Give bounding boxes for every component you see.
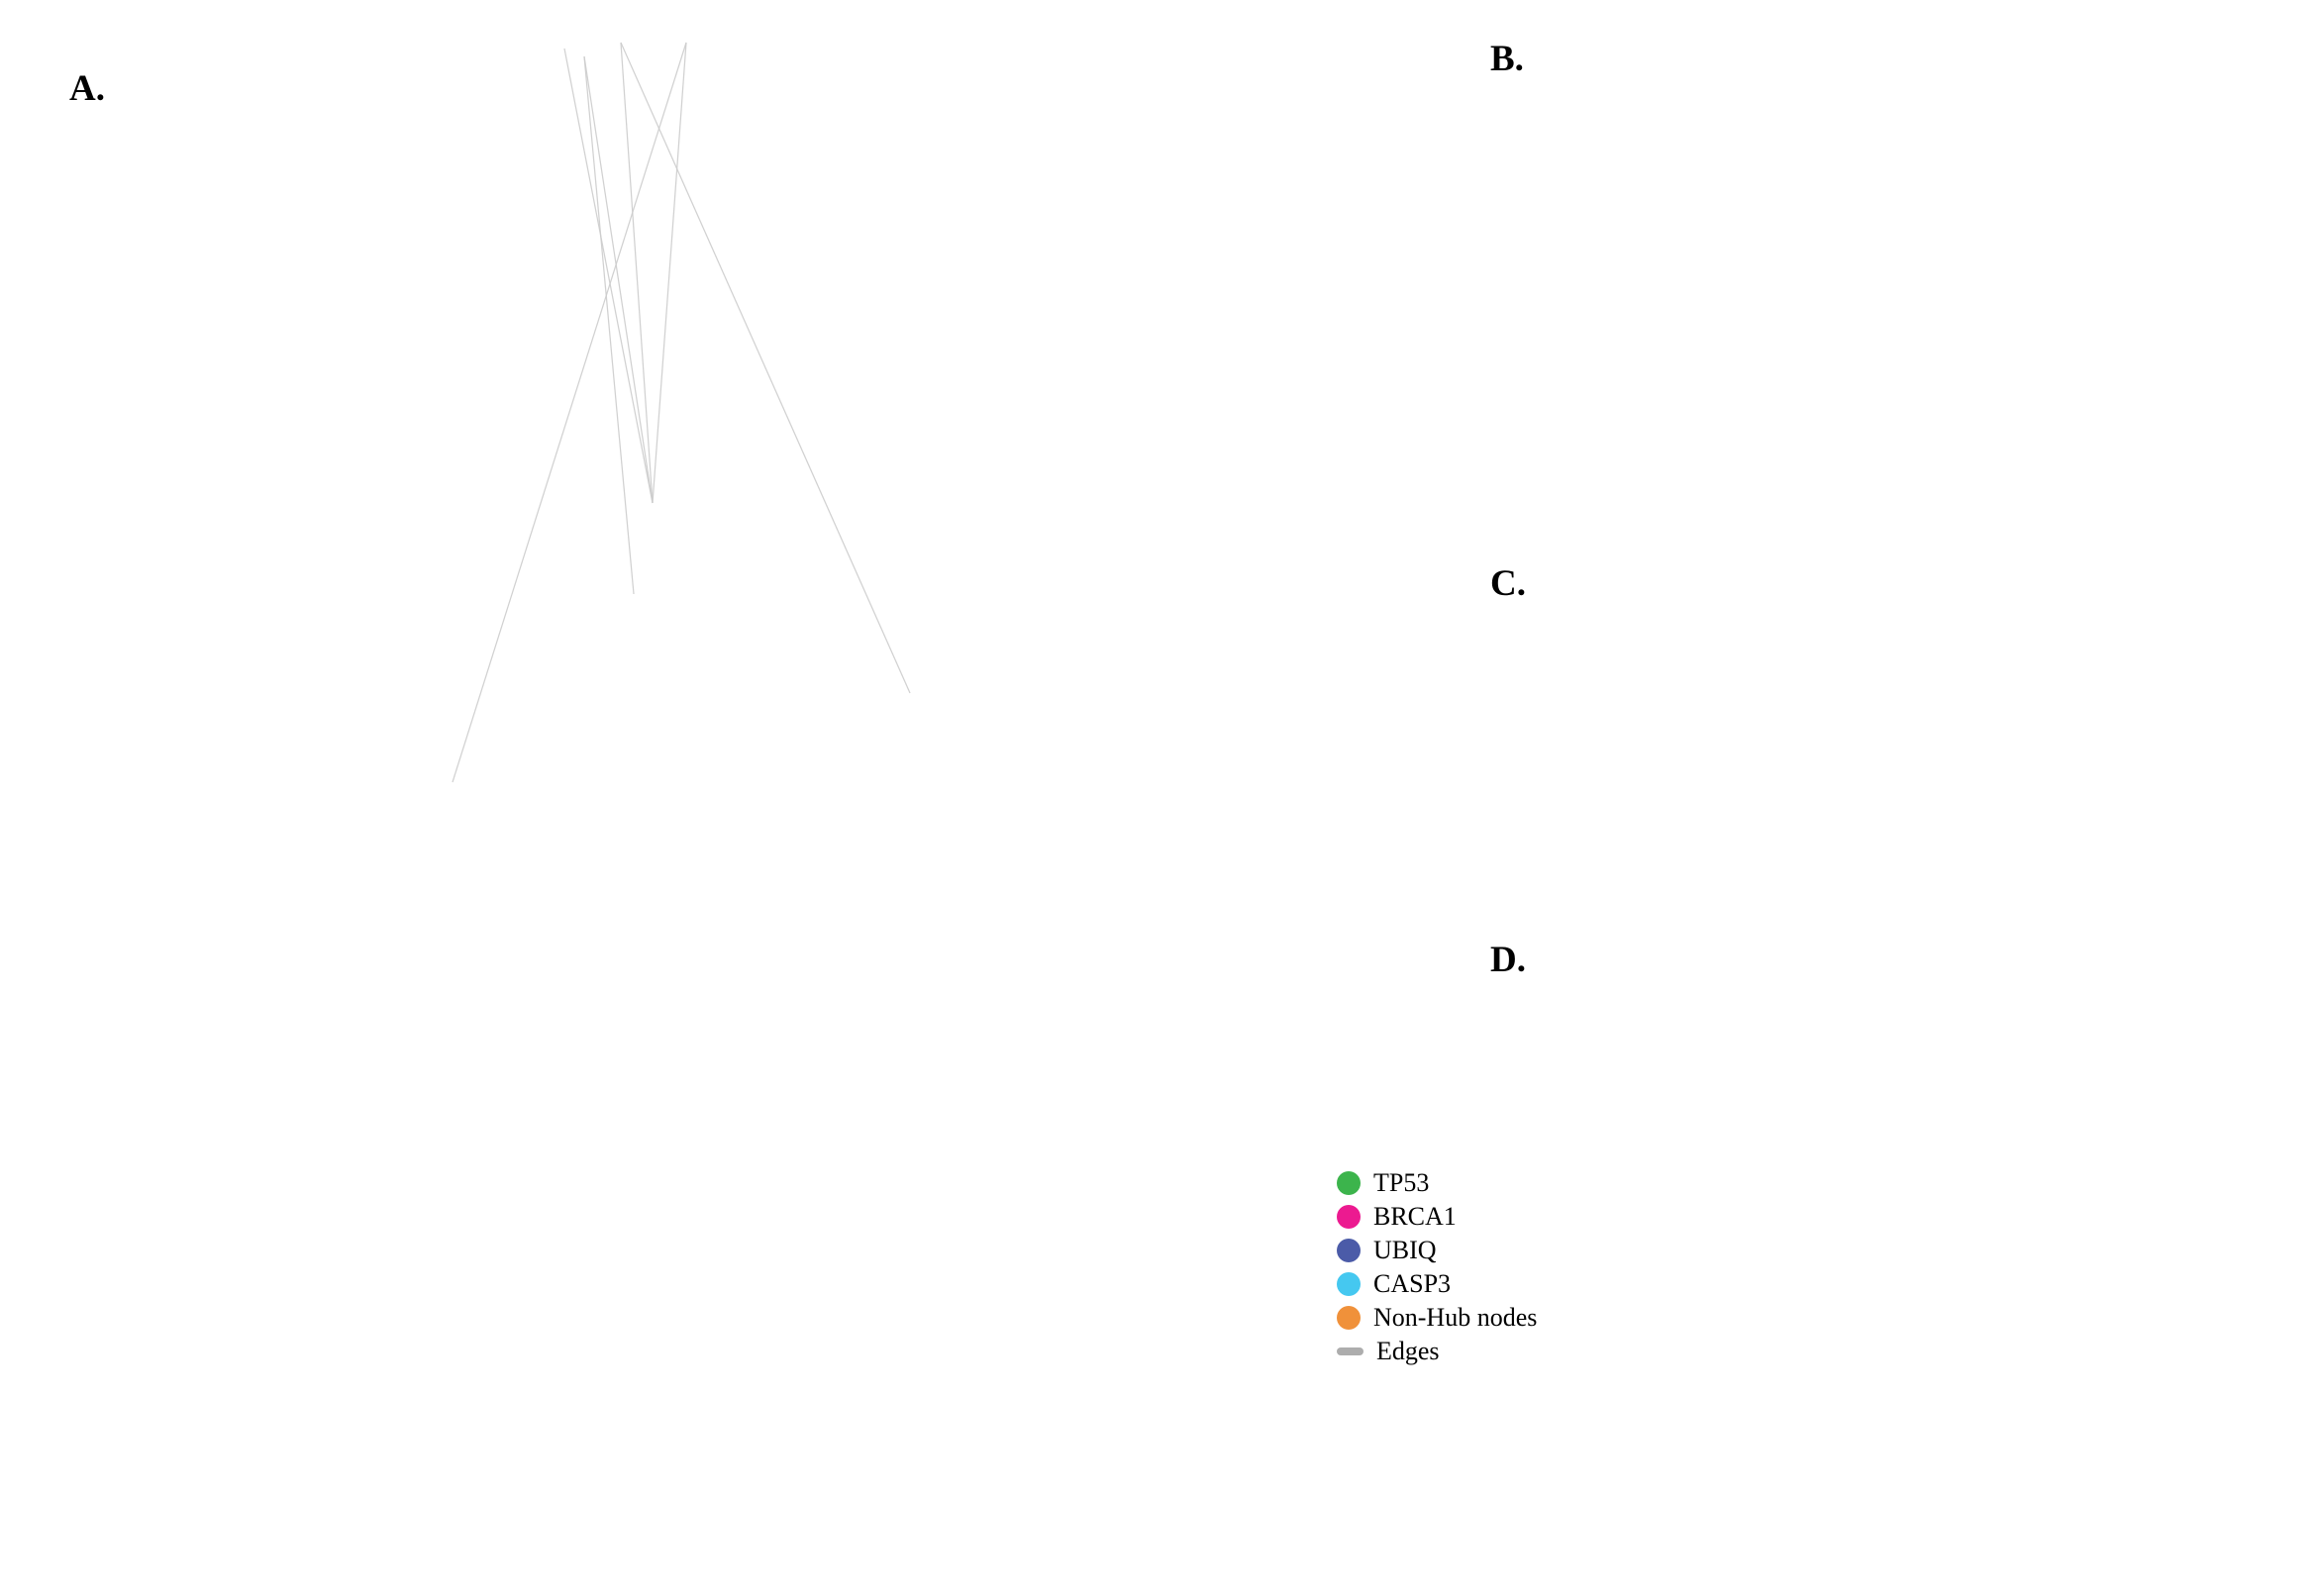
legend-label: TP53 bbox=[1373, 1168, 1430, 1197]
node-swatch-icon bbox=[1337, 1205, 1361, 1229]
legend-label: Non-Hub nodes bbox=[1373, 1303, 1538, 1332]
panel-a-label: A. bbox=[69, 68, 105, 109]
node-swatch-icon bbox=[1337, 1306, 1361, 1330]
panel-b-label: B. bbox=[1490, 39, 1524, 79]
legend-item-tp53: TP53 bbox=[1337, 1168, 1537, 1197]
edge-swatch-icon bbox=[1337, 1347, 1364, 1355]
statistics-charts bbox=[1485, 0, 2323, 1596]
legend: TP53 BRCA1 UBIQ CASP3 Non-Hub nodes Edges bbox=[1337, 1168, 1538, 1372]
legend-label: Edges bbox=[1376, 1337, 1440, 1365]
node-swatch-icon bbox=[1337, 1272, 1361, 1296]
legend-label: CASP3 bbox=[1373, 1269, 1452, 1298]
protein-interaction-network bbox=[452, 42, 911, 783]
legend-label: BRCA1 bbox=[1373, 1202, 1457, 1231]
node-swatch-icon bbox=[1337, 1171, 1361, 1195]
node-swatch-icon bbox=[1337, 1239, 1361, 1262]
legend-label: UBIQ bbox=[1373, 1236, 1437, 1264]
legend-item-brca1: BRCA1 bbox=[1337, 1202, 1537, 1231]
legend-item-casp3: CASP3 bbox=[1337, 1269, 1537, 1298]
legend-item-ubiq: UBIQ bbox=[1337, 1236, 1537, 1264]
panel-c-label: C. bbox=[1490, 563, 1526, 604]
legend-item-non-hub-nodes: Non-Hub nodes bbox=[1337, 1303, 1538, 1332]
panel-d-label: D. bbox=[1490, 940, 1526, 980]
network-edges bbox=[452, 42, 911, 783]
legend-item-edges: Edges bbox=[1337, 1337, 1537, 1365]
